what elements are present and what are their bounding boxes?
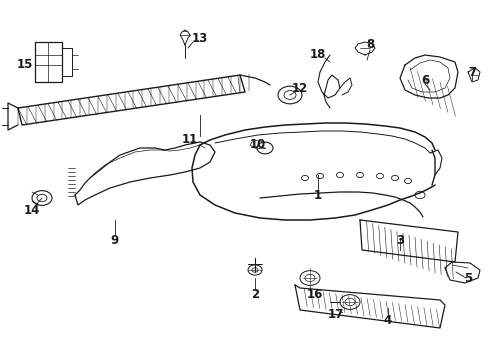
Text: 5: 5 [463, 271, 471, 284]
Text: 10: 10 [249, 139, 265, 152]
Text: 8: 8 [365, 39, 373, 51]
Text: 13: 13 [191, 31, 208, 45]
Text: 12: 12 [291, 81, 307, 94]
Text: 15: 15 [17, 58, 33, 72]
Text: 2: 2 [250, 288, 259, 301]
Text: 14: 14 [24, 203, 40, 216]
Text: 7: 7 [467, 66, 475, 78]
Text: 1: 1 [313, 189, 322, 202]
Text: 4: 4 [383, 314, 391, 327]
Text: 9: 9 [111, 234, 119, 247]
Text: 16: 16 [306, 288, 323, 301]
Text: 3: 3 [395, 234, 403, 247]
Text: 6: 6 [420, 73, 428, 86]
Text: 17: 17 [327, 309, 344, 321]
Text: 18: 18 [309, 49, 325, 62]
Text: 11: 11 [182, 134, 198, 147]
